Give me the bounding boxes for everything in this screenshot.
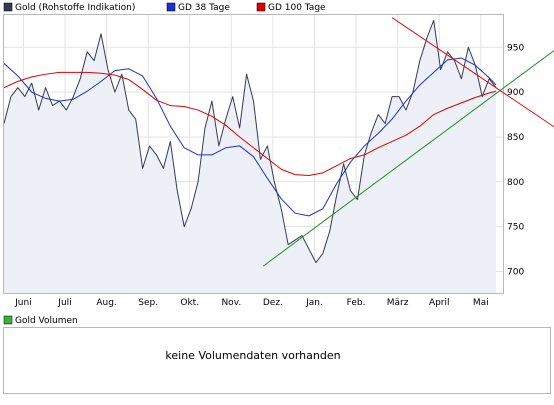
legend-swatch-gold xyxy=(3,2,13,12)
y-tick-label: 800 xyxy=(507,178,524,188)
gd100-line xyxy=(4,71,497,177)
legend-label-gd38: GD 38 Tage xyxy=(178,3,230,13)
y-tick-label: 700 xyxy=(507,267,524,277)
legend-label-volume: Gold Volumen xyxy=(15,316,78,326)
x-tick-label: Mai xyxy=(473,298,489,308)
x-tick-label: Okt. xyxy=(180,298,199,308)
x-tick-label: Juni xyxy=(14,298,32,308)
support-trend-line xyxy=(262,49,554,267)
gd38-line xyxy=(4,57,497,217)
x-tick-label: Feb. xyxy=(347,298,366,308)
legend-swatch-gd100 xyxy=(256,2,266,12)
y-tick-label: 750 xyxy=(507,223,524,233)
resistance-trend-line xyxy=(391,17,554,128)
x-tick-label: Aug. xyxy=(96,298,116,308)
y-tick-label: 900 xyxy=(507,88,524,98)
x-tick-label: April xyxy=(429,298,450,308)
legend-label-gd100: GD 100 Tage xyxy=(268,3,326,13)
y-tick-label: 850 xyxy=(507,133,524,143)
x-axis-ticks: Juni Juli Aug. Sep. Okt. Nov. Dez. Jan. Feb. März… xyxy=(14,298,489,308)
x-tick-label: März xyxy=(387,298,409,308)
x-tick-label: Dez. xyxy=(263,298,283,308)
x-tick-label: Jan. xyxy=(305,298,323,308)
legend-label-gold: Gold (Rohstoffe Indikation) xyxy=(15,3,135,13)
volume-legend: Gold Volumen xyxy=(3,315,78,326)
legend-swatch-volume xyxy=(3,315,13,325)
volume-panel xyxy=(3,327,551,394)
y-axis-ticks: 700 750 800 850 900 950 xyxy=(507,43,524,277)
gold-price-line xyxy=(4,19,497,264)
x-tick-label: Sep. xyxy=(138,298,158,308)
y-tick-label: 950 xyxy=(507,43,524,53)
x-tick-label: Nov. xyxy=(221,298,241,308)
legend-swatch-gd38 xyxy=(166,2,176,12)
x-tick-label: Juli xyxy=(57,298,71,308)
price-legend: Gold (Rohstoffe Indikation) GD 38 Tage G… xyxy=(3,2,326,13)
volume-message: keine Volumendaten vorhanden xyxy=(165,349,340,362)
gold-area-fill xyxy=(4,20,497,293)
series-layer xyxy=(4,19,497,293)
